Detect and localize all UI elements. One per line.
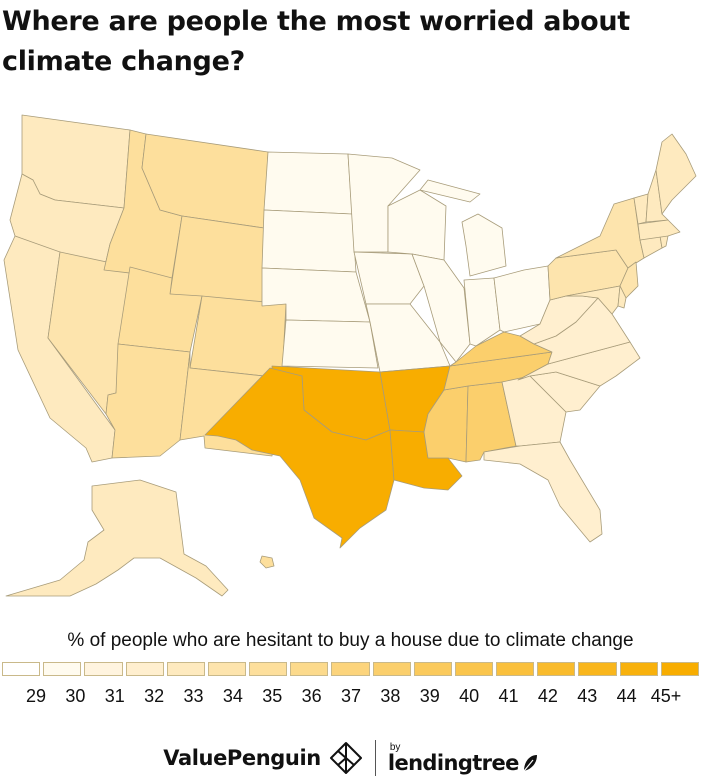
legend-label: 45+ [650, 686, 682, 706]
state-illinois [411, 253, 471, 363]
legend-label: 39 [419, 686, 440, 706]
state-michigan [419, 179, 507, 277]
state-indiana [463, 277, 501, 347]
legend-swatch [578, 662, 617, 676]
legend-swatch [43, 662, 82, 676]
legend-swatch [372, 662, 411, 676]
legend-label: 37 [340, 686, 362, 706]
legend-swatch [166, 662, 205, 676]
legend-swatch [125, 662, 164, 676]
state-hawaii [259, 555, 275, 569]
valuepenguin-logo-icon [329, 742, 362, 774]
state-colorado [189, 295, 287, 379]
valuepenguin-logo-text: ValuePenguin [163, 746, 321, 770]
state-new-hampshire [645, 169, 669, 223]
state-wyoming [169, 215, 265, 307]
legend-label: 44 [616, 686, 637, 706]
legend-label: 34 [222, 686, 243, 706]
legend-swatch [290, 662, 329, 676]
lendingtree-logo: by lendingtree [387, 741, 538, 775]
state-wisconsin [387, 189, 447, 261]
legend-label: 43 [577, 686, 598, 706]
chart-title: Where are people the most worried about … [2, 6, 630, 77]
legend-swatch [84, 662, 123, 676]
state-massachusetts [637, 219, 681, 241]
state-iowa [353, 251, 425, 305]
legend-swatch [619, 662, 658, 676]
footer-divider [374, 740, 376, 776]
legend-swatch [249, 662, 288, 676]
legend-label: 30 [65, 686, 86, 706]
state-kansas [281, 319, 379, 369]
legend-label: 31 [104, 686, 125, 706]
legend-swatch [660, 662, 699, 676]
us-state-map [0, 110, 701, 610]
legend-label: 32 [144, 686, 165, 706]
legend-label: 41 [498, 686, 519, 706]
legend-label: 36 [301, 686, 322, 706]
legend-label: 42 [537, 686, 558, 706]
legend-swatch [537, 662, 576, 676]
state-delaware [617, 285, 627, 309]
legend-swatch [413, 662, 452, 676]
state-arizona [105, 343, 191, 459]
state-north-dakota [263, 151, 353, 215]
legend-label: 29 [25, 686, 47, 706]
state-florida [483, 441, 603, 543]
legend-label: 35 [262, 686, 283, 706]
legend-label: 38 [380, 686, 401, 706]
state-texas [204, 367, 395, 549]
legend-color-scale [2, 662, 699, 676]
footer-branding: ValuePenguin by lendingtree [0, 736, 701, 780]
lendingtree-by-text: by [389, 741, 401, 753]
legend-swatch [207, 662, 247, 676]
state-south-dakota [261, 209, 357, 273]
state-new-jersey [619, 261, 639, 299]
lendingtree-logo-text: lendingtree [387, 750, 519, 775]
legend-label: 40 [459, 686, 480, 706]
state-maine [655, 133, 697, 215]
map-svg [3, 114, 697, 597]
legend-swatch [454, 662, 494, 676]
legend-swatch [331, 662, 370, 676]
legend-label: 33 [183, 686, 204, 706]
legend-swatch [2, 662, 41, 676]
legend-labels: 29 30 31 32 33 34 35 36 37 38 39 40 41 42 43 44 45+ [0, 686, 701, 710]
leaf-icon [523, 755, 537, 772]
legend-title: % of people who are hesitant to buy a ho… [67, 630, 634, 651]
legend-swatch [496, 662, 535, 676]
state-alaska [5, 479, 229, 597]
